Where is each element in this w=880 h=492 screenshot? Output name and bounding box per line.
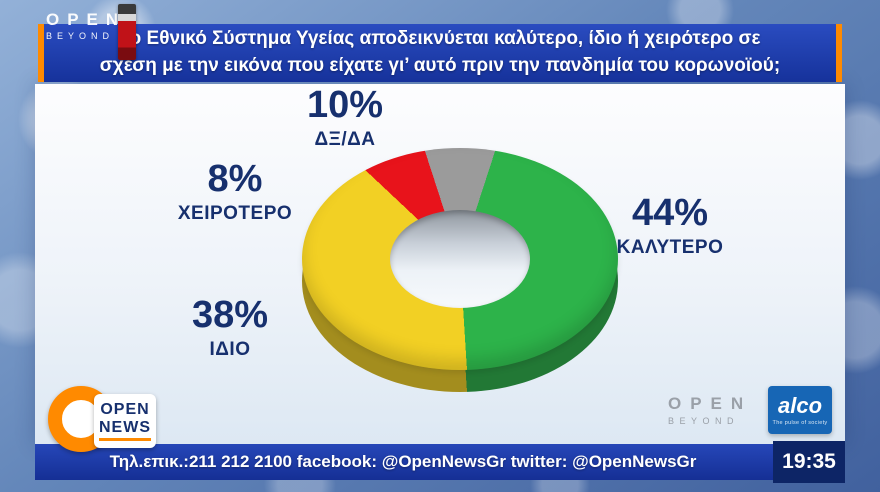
slice-pct-xeirotero: 8% — [207, 158, 263, 200]
open-news-logo-box: OPEN NEWS — [94, 394, 156, 448]
slice-label-dxda: 10% ΔΞ/ΔΑ — [260, 84, 430, 151]
slice-pct-kalytero: 44% — [631, 192, 709, 234]
open-news-logo: OPEN NEWS — [48, 378, 160, 468]
watermark-open-text: OPEN — [46, 10, 127, 29]
slice-pct-dxda: 10% — [306, 84, 384, 126]
slice-name-idio: ΙΔΙΟ — [209, 338, 251, 360]
question-line-2: σχέση με την εικόνα που είχατε γι’ αυτό … — [99, 55, 781, 76]
question-line-1: Το Εθνικό Σύστημα Υγείας αποδεικνύεται κ… — [119, 28, 761, 50]
slice-name-dxda: ΔΞ/ΔΑ — [314, 128, 376, 150]
slice-name-xeirotero: ΧΕΙΡΟΤΕΡΟ — [177, 202, 293, 224]
slice-label-kalytero: 44% ΚΑΛΥΤΕΡΟ — [580, 192, 760, 259]
question-banner: Το Εθνικό Σύστημα Υγείας αποδεικνύεται κ… — [38, 24, 842, 82]
open-news-logo-open: OPEN — [100, 401, 150, 419]
slice-label-xeirotero: 8% ΧΕΙΡΟΤΕΡΟ — [150, 158, 320, 225]
open-beyond-logo: OPEN BEYOND — [668, 394, 752, 426]
slice-name-kalytero: ΚΑΛΥΤΕΡΟ — [616, 236, 724, 258]
alco-logo-tagline: The pulse of society — [772, 419, 828, 426]
slice-label-idio: 38% ΙΔΙΟ — [145, 294, 315, 361]
donut-chart — [302, 148, 618, 393]
open-beyond-logo-open: OPEN — [668, 394, 753, 413]
contact-ticker: Τηλ.επικ.:211 212 2100 facebook: @OpenNe… — [109, 452, 697, 471]
open-news-logo-news: NEWS — [99, 419, 151, 441]
open-beyond-logo-beyond: BEYOND — [668, 416, 740, 426]
footer-bar: Τηλ.επικ.:211 212 2100 facebook: @OpenNe… — [35, 441, 845, 483]
clock: 19:35 — [773, 441, 845, 483]
alco-logo-name: alco — [777, 392, 823, 418]
alco-logo: alco The pulse of society — [768, 386, 832, 434]
slice-pct-idio: 38% — [191, 294, 269, 336]
channel-badge-logo — [118, 4, 136, 60]
open-beyond-watermark: OPEN BEYOND — [46, 10, 126, 41]
watermark-beyond-text: BEYOND — [46, 31, 115, 41]
donut-chart-hole — [390, 210, 530, 308]
